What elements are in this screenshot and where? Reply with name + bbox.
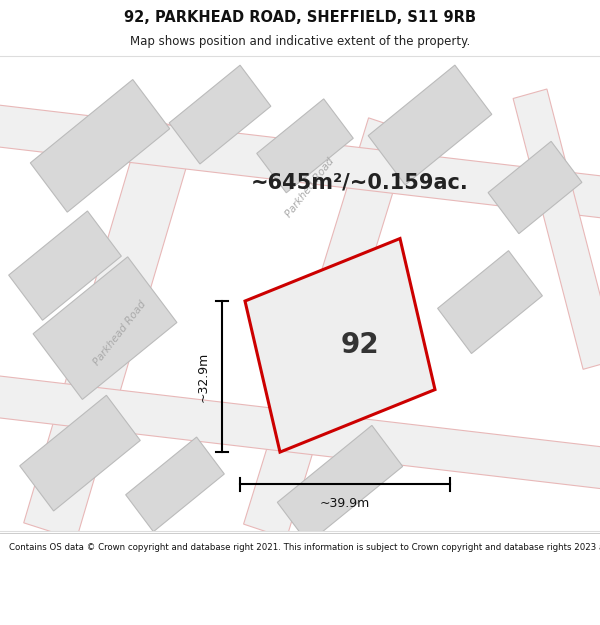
Polygon shape [8,211,121,320]
Text: 92: 92 [341,331,379,359]
Text: ~39.9m: ~39.9m [320,497,370,510]
Polygon shape [31,79,170,212]
Polygon shape [277,426,403,543]
Polygon shape [488,141,582,234]
Polygon shape [169,65,271,164]
Polygon shape [437,251,542,354]
Polygon shape [0,375,600,489]
Polygon shape [20,395,140,511]
Polygon shape [245,239,435,452]
Polygon shape [244,118,412,538]
Text: Map shows position and indicative extent of the property.: Map shows position and indicative extent… [130,35,470,48]
Polygon shape [513,89,600,369]
Polygon shape [33,257,177,399]
Text: Parkhead Road: Parkhead Road [92,299,148,368]
Text: ~645m²/~0.159ac.: ~645m²/~0.159ac. [251,173,469,192]
Text: Parkhed Road: Parkhed Road [284,156,336,219]
Polygon shape [0,104,600,219]
Text: Contains OS data © Crown copyright and database right 2021. This information is : Contains OS data © Crown copyright and d… [9,542,600,551]
Text: 92, PARKHEAD ROAD, SHEFFIELD, S11 9RB: 92, PARKHEAD ROAD, SHEFFIELD, S11 9RB [124,10,476,25]
Polygon shape [24,117,196,539]
Polygon shape [368,65,492,185]
Polygon shape [257,99,353,192]
Polygon shape [125,437,224,532]
Text: ~32.9m: ~32.9m [197,351,210,402]
